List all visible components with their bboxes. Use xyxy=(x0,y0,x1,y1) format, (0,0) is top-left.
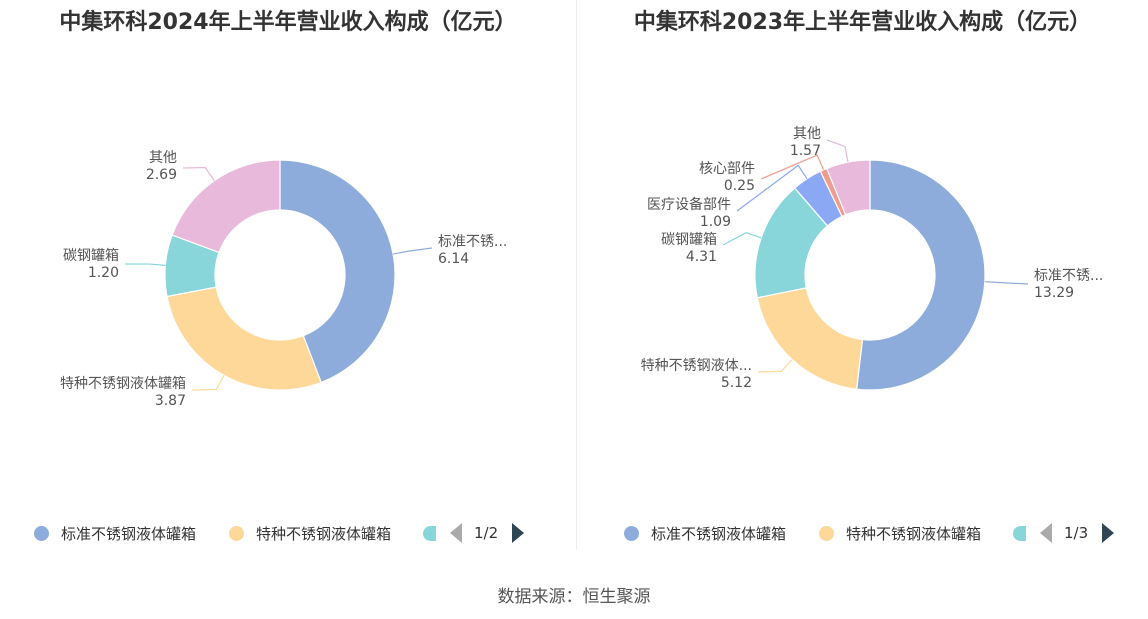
slice-name-label: 其他 xyxy=(793,126,821,142)
donut-slice[interactable] xyxy=(756,287,864,390)
donut-slice[interactable] xyxy=(279,159,396,384)
legend-marker xyxy=(34,525,49,541)
chart-title: 中集环科2023年上半年营业收入构成（亿元） xyxy=(633,10,1092,35)
slice-name-label: 标准不锈... xyxy=(438,234,507,250)
label-leader-line xyxy=(826,139,849,163)
label-leader-line xyxy=(760,154,825,180)
data-source-note: 数据来源：恒生聚源 xyxy=(497,587,651,607)
prev-page-icon[interactable] xyxy=(1040,523,1052,543)
legend-label: 标准不锈钢液体罐箱 xyxy=(651,524,787,543)
legend-marker xyxy=(819,525,834,541)
chart-panel-2023: 中集环科2023年上半年营业收入构成（亿元） 标准不锈... 13.29 特种不锈钢… xyxy=(577,0,1148,560)
slice-value-label: 1.57 xyxy=(790,143,821,159)
slice-value-label: 2.69 xyxy=(146,167,177,183)
label-leader-line xyxy=(182,166,215,181)
legend-pager: 1/2 xyxy=(450,518,525,548)
slice-value-label: 6.14 xyxy=(438,251,469,267)
donut-slice[interactable] xyxy=(855,159,986,391)
slice-name-label: 医疗设备部件 xyxy=(647,196,731,213)
legend-item[interactable]: 特种不锈钢液体罐箱 xyxy=(229,518,391,548)
panel-divider xyxy=(576,0,577,550)
legend-marker xyxy=(229,525,244,541)
label-leader-line xyxy=(984,281,1029,285)
slice-name-label: 其他 xyxy=(149,150,177,166)
slice-value-label: 13.29 xyxy=(1034,285,1074,301)
slice-value-label: 1.20 xyxy=(88,265,119,281)
slice-value-label: 0.25 xyxy=(724,178,755,194)
legend-label: 特种不锈钢液体罐箱 xyxy=(846,524,982,543)
legend-item[interactable]: 特种不锈钢液体罐箱 xyxy=(819,518,981,548)
label-leader-line xyxy=(722,232,762,246)
slice-name-label: 核心部件 xyxy=(699,161,755,177)
legend-marker xyxy=(624,525,639,541)
legend-item[interactable]: 标准不锈钢液体罐箱 xyxy=(624,518,786,548)
label-leader-line xyxy=(392,247,433,255)
donut-slice[interactable] xyxy=(826,159,871,216)
legend-marker xyxy=(1013,525,1026,541)
legend-label: 特种不锈钢液体罐箱 xyxy=(256,524,392,543)
slice-value-label: 1.09 xyxy=(700,214,731,230)
legend-page-indicator: 1/3 xyxy=(1064,524,1089,542)
label-leader-line xyxy=(124,263,166,266)
slice-name-label: 碳钢罐箱 xyxy=(661,232,717,248)
label-leader-line xyxy=(757,359,793,373)
slice-value-label: 5.12 xyxy=(721,375,752,391)
chart-title: 中集环科2024年上半年营业收入构成（亿元） xyxy=(59,10,517,35)
chart-panel-2024: 中集环科2024年上半年营业收入构成（亿元） 标准不锈... 6.14 特种不锈钢液… xyxy=(0,0,576,560)
legend-marker xyxy=(423,525,436,541)
slice-value-label: 3.87 xyxy=(155,393,186,409)
next-page-icon[interactable] xyxy=(512,523,525,543)
legend-pager: 1/3 xyxy=(1040,518,1115,548)
slice-value-label: 4.31 xyxy=(686,249,717,265)
legend: 标准不锈钢液体罐箱 特种不锈钢液体罐箱 1/2 xyxy=(0,518,576,548)
label-leader-line xyxy=(191,375,225,391)
legend-item-partial[interactable] xyxy=(1013,518,1038,548)
legend-page-indicator: 1/2 xyxy=(474,524,499,542)
legend: 标准不锈钢液体罐箱 特种不锈钢液体罐箱 1/3 xyxy=(577,518,1148,548)
donut-slice[interactable] xyxy=(171,159,281,254)
slice-name-label: 标准不锈... xyxy=(1034,268,1103,284)
slice-name-label: 特种不锈钢液体罐箱 xyxy=(60,376,186,392)
donut-slice[interactable] xyxy=(166,286,322,391)
legend-label: 标准不锈钢液体罐箱 xyxy=(61,524,197,543)
next-page-icon[interactable] xyxy=(1102,523,1115,543)
legend-item[interactable]: 标准不锈钢液体罐箱 xyxy=(34,518,196,548)
legend-item-partial[interactable] xyxy=(423,518,448,548)
label-leader-line xyxy=(736,164,808,212)
slice-name-label: 碳钢罐箱 xyxy=(63,248,119,264)
slice-name-label: 特种不锈钢液体... xyxy=(641,358,752,374)
prev-page-icon[interactable] xyxy=(450,523,462,543)
